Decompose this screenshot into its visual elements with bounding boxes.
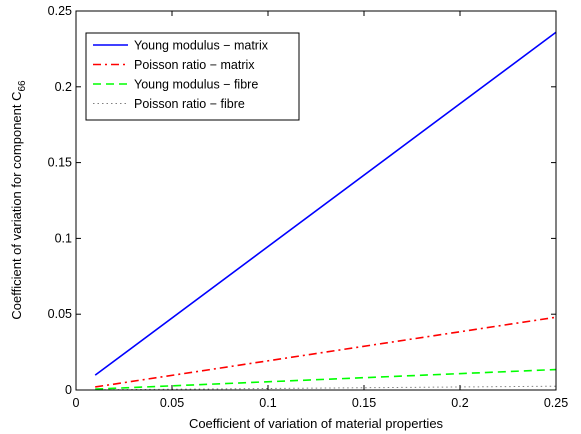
y-axis-label: Coefficient of variation for component C… bbox=[9, 80, 28, 320]
x-tick-label: 0 bbox=[73, 396, 80, 410]
legend-label: Poisson ratio − matrix bbox=[134, 58, 255, 72]
y-tick-label: 0 bbox=[65, 383, 72, 397]
series-line-3 bbox=[95, 368, 557, 390]
x-tick-label: 0.15 bbox=[352, 396, 376, 410]
y-axis: 0 0.05 0.1 0.15 0.2 0.25 bbox=[48, 4, 556, 397]
legend-label: Young modulus − matrix bbox=[134, 39, 269, 53]
plot-frame bbox=[75, 10, 557, 391]
x-axis-label: Coefficient of variation of material pro… bbox=[189, 416, 444, 431]
y-tick-label: 0.2 bbox=[55, 80, 72, 94]
x-axis: 0 0.05 0.1 0.15 0.2 0.25 bbox=[73, 11, 568, 410]
y-axis-label-text: Coefficient of variation for component C bbox=[9, 92, 24, 320]
y-tick-label: 0.1 bbox=[55, 231, 72, 245]
x-tick-label: 0.25 bbox=[544, 396, 568, 410]
y-tick-label: 0.05 bbox=[48, 307, 72, 321]
legend-box bbox=[85, 32, 300, 121]
x-tick-label: 0.05 bbox=[160, 396, 184, 410]
legend-label: Poisson ratio − fibre bbox=[134, 97, 245, 111]
y-tick-label: 0.25 bbox=[48, 4, 72, 18]
x-tick-label: 0.1 bbox=[259, 396, 276, 410]
series-line-2 bbox=[95, 316, 557, 388]
y-axis-label-subscript: 66 bbox=[17, 80, 28, 92]
series-line-1 bbox=[94, 31, 557, 376]
legend-label: Young modulus − fibre bbox=[134, 78, 258, 92]
x-tick-label: 0.2 bbox=[451, 396, 468, 410]
legend: Young modulus − matrix Poisson ratio − ma… bbox=[85, 32, 300, 121]
y-tick-label: 0.15 bbox=[48, 156, 72, 170]
